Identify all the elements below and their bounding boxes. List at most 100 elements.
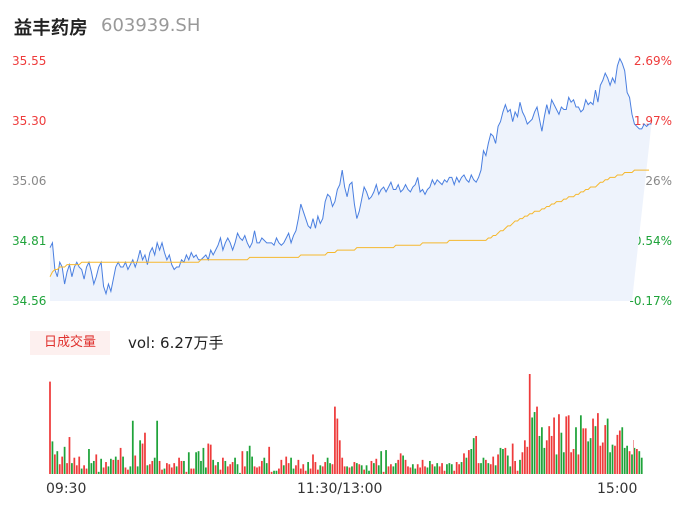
volume-bar <box>168 464 171 474</box>
volume-bar <box>516 470 519 474</box>
volume-bar <box>526 446 529 474</box>
volume-bar <box>616 434 619 474</box>
volume-bar <box>309 468 312 474</box>
volume-bar <box>375 458 378 474</box>
volume-bar <box>234 457 236 474</box>
volume-bar <box>421 459 424 474</box>
volume-bar <box>302 464 305 474</box>
volume-bar <box>599 445 602 474</box>
volume-bar <box>370 460 373 474</box>
volume-bar <box>407 466 409 474</box>
volume-bar <box>280 459 283 474</box>
volume-bar <box>285 456 288 474</box>
volume-bar <box>429 460 431 474</box>
price-series-line <box>49 57 652 296</box>
volume-bar <box>363 469 366 474</box>
volume-bar <box>299 468 302 474</box>
volume-bar <box>509 466 512 474</box>
volume-panel <box>49 374 643 474</box>
volume-bar <box>166 463 168 474</box>
y-left-tick-3: 34.81 <box>12 234 47 248</box>
volume-bar <box>506 455 509 474</box>
volume-bar <box>475 435 478 474</box>
volume-bar <box>351 466 353 474</box>
volume-bar <box>626 445 628 474</box>
volume-scale-marker <box>633 440 634 474</box>
volume-bar <box>243 466 246 474</box>
volume-bar <box>217 462 219 474</box>
volume-bar <box>402 455 404 474</box>
volume-bar <box>373 463 375 474</box>
volume-bar <box>231 462 234 474</box>
volume-bar <box>355 463 358 474</box>
volume-bar <box>297 459 300 474</box>
volume-bar <box>158 460 161 474</box>
volume-bar <box>53 454 56 474</box>
volume-bar <box>134 455 137 474</box>
volume-bar <box>175 466 178 474</box>
volume-bar <box>499 447 502 474</box>
volume-bar <box>584 428 587 474</box>
volume-bar <box>102 467 105 474</box>
volume-bar <box>100 458 103 474</box>
volume-bar <box>197 451 200 474</box>
volume-bar <box>334 406 336 474</box>
volume-bar <box>385 450 387 474</box>
volume-bar <box>601 442 604 474</box>
volume-bar <box>562 452 565 474</box>
volume-bar <box>185 471 188 474</box>
volume-bar <box>212 459 215 474</box>
volume-bar <box>492 456 495 474</box>
volume-bar <box>336 418 339 474</box>
volume-bar <box>253 466 256 474</box>
volume-bar <box>504 447 507 474</box>
volume-bar <box>63 446 66 474</box>
volume-bar <box>431 464 434 474</box>
volume-bar <box>265 463 268 474</box>
volume-bar <box>477 463 480 474</box>
y-left-tick-4: 34.56 <box>12 294 47 308</box>
volume-bar <box>448 463 451 474</box>
volume-bar <box>127 469 129 474</box>
volume-bar <box>528 374 531 474</box>
volume-bar <box>51 441 54 474</box>
volume-bar <box>326 457 329 474</box>
volume-bar <box>611 444 614 474</box>
volume-bar <box>455 462 458 474</box>
volume-bar <box>83 465 85 474</box>
volume-bar <box>470 449 473 474</box>
volume-bar <box>131 420 134 474</box>
volume-bar <box>560 432 563 474</box>
volume-bar <box>141 443 144 474</box>
volume-bar <box>594 426 597 474</box>
volume-bar <box>453 470 456 474</box>
volume-bar <box>304 470 307 474</box>
volume-bar <box>61 456 64 474</box>
volume-bar <box>85 468 88 474</box>
y-right-tick-0: 2.69% <box>633 54 672 68</box>
volume-bar <box>341 457 344 474</box>
volume-bar <box>107 466 110 474</box>
volume-bar <box>558 414 560 474</box>
volume-bar <box>443 470 446 474</box>
volume-bar <box>570 452 572 474</box>
volume-bar <box>353 462 356 474</box>
volume-bar <box>321 466 324 474</box>
volume-bar <box>346 466 348 474</box>
volume-bar <box>548 426 551 474</box>
volume-bar <box>312 454 314 474</box>
volume-bar <box>414 468 417 474</box>
volume-bar <box>105 462 107 474</box>
volume-bar <box>446 464 448 474</box>
volume-bar <box>214 465 217 474</box>
volume-bar <box>241 451 244 474</box>
volume-bar <box>368 470 370 474</box>
volume-bar <box>187 452 190 474</box>
volume-bar <box>592 418 594 474</box>
volume-bar <box>485 459 487 474</box>
volume-bar <box>144 432 146 474</box>
volume-bar <box>68 437 71 474</box>
volume-bar <box>331 464 334 474</box>
volume-bar <box>287 463 290 474</box>
